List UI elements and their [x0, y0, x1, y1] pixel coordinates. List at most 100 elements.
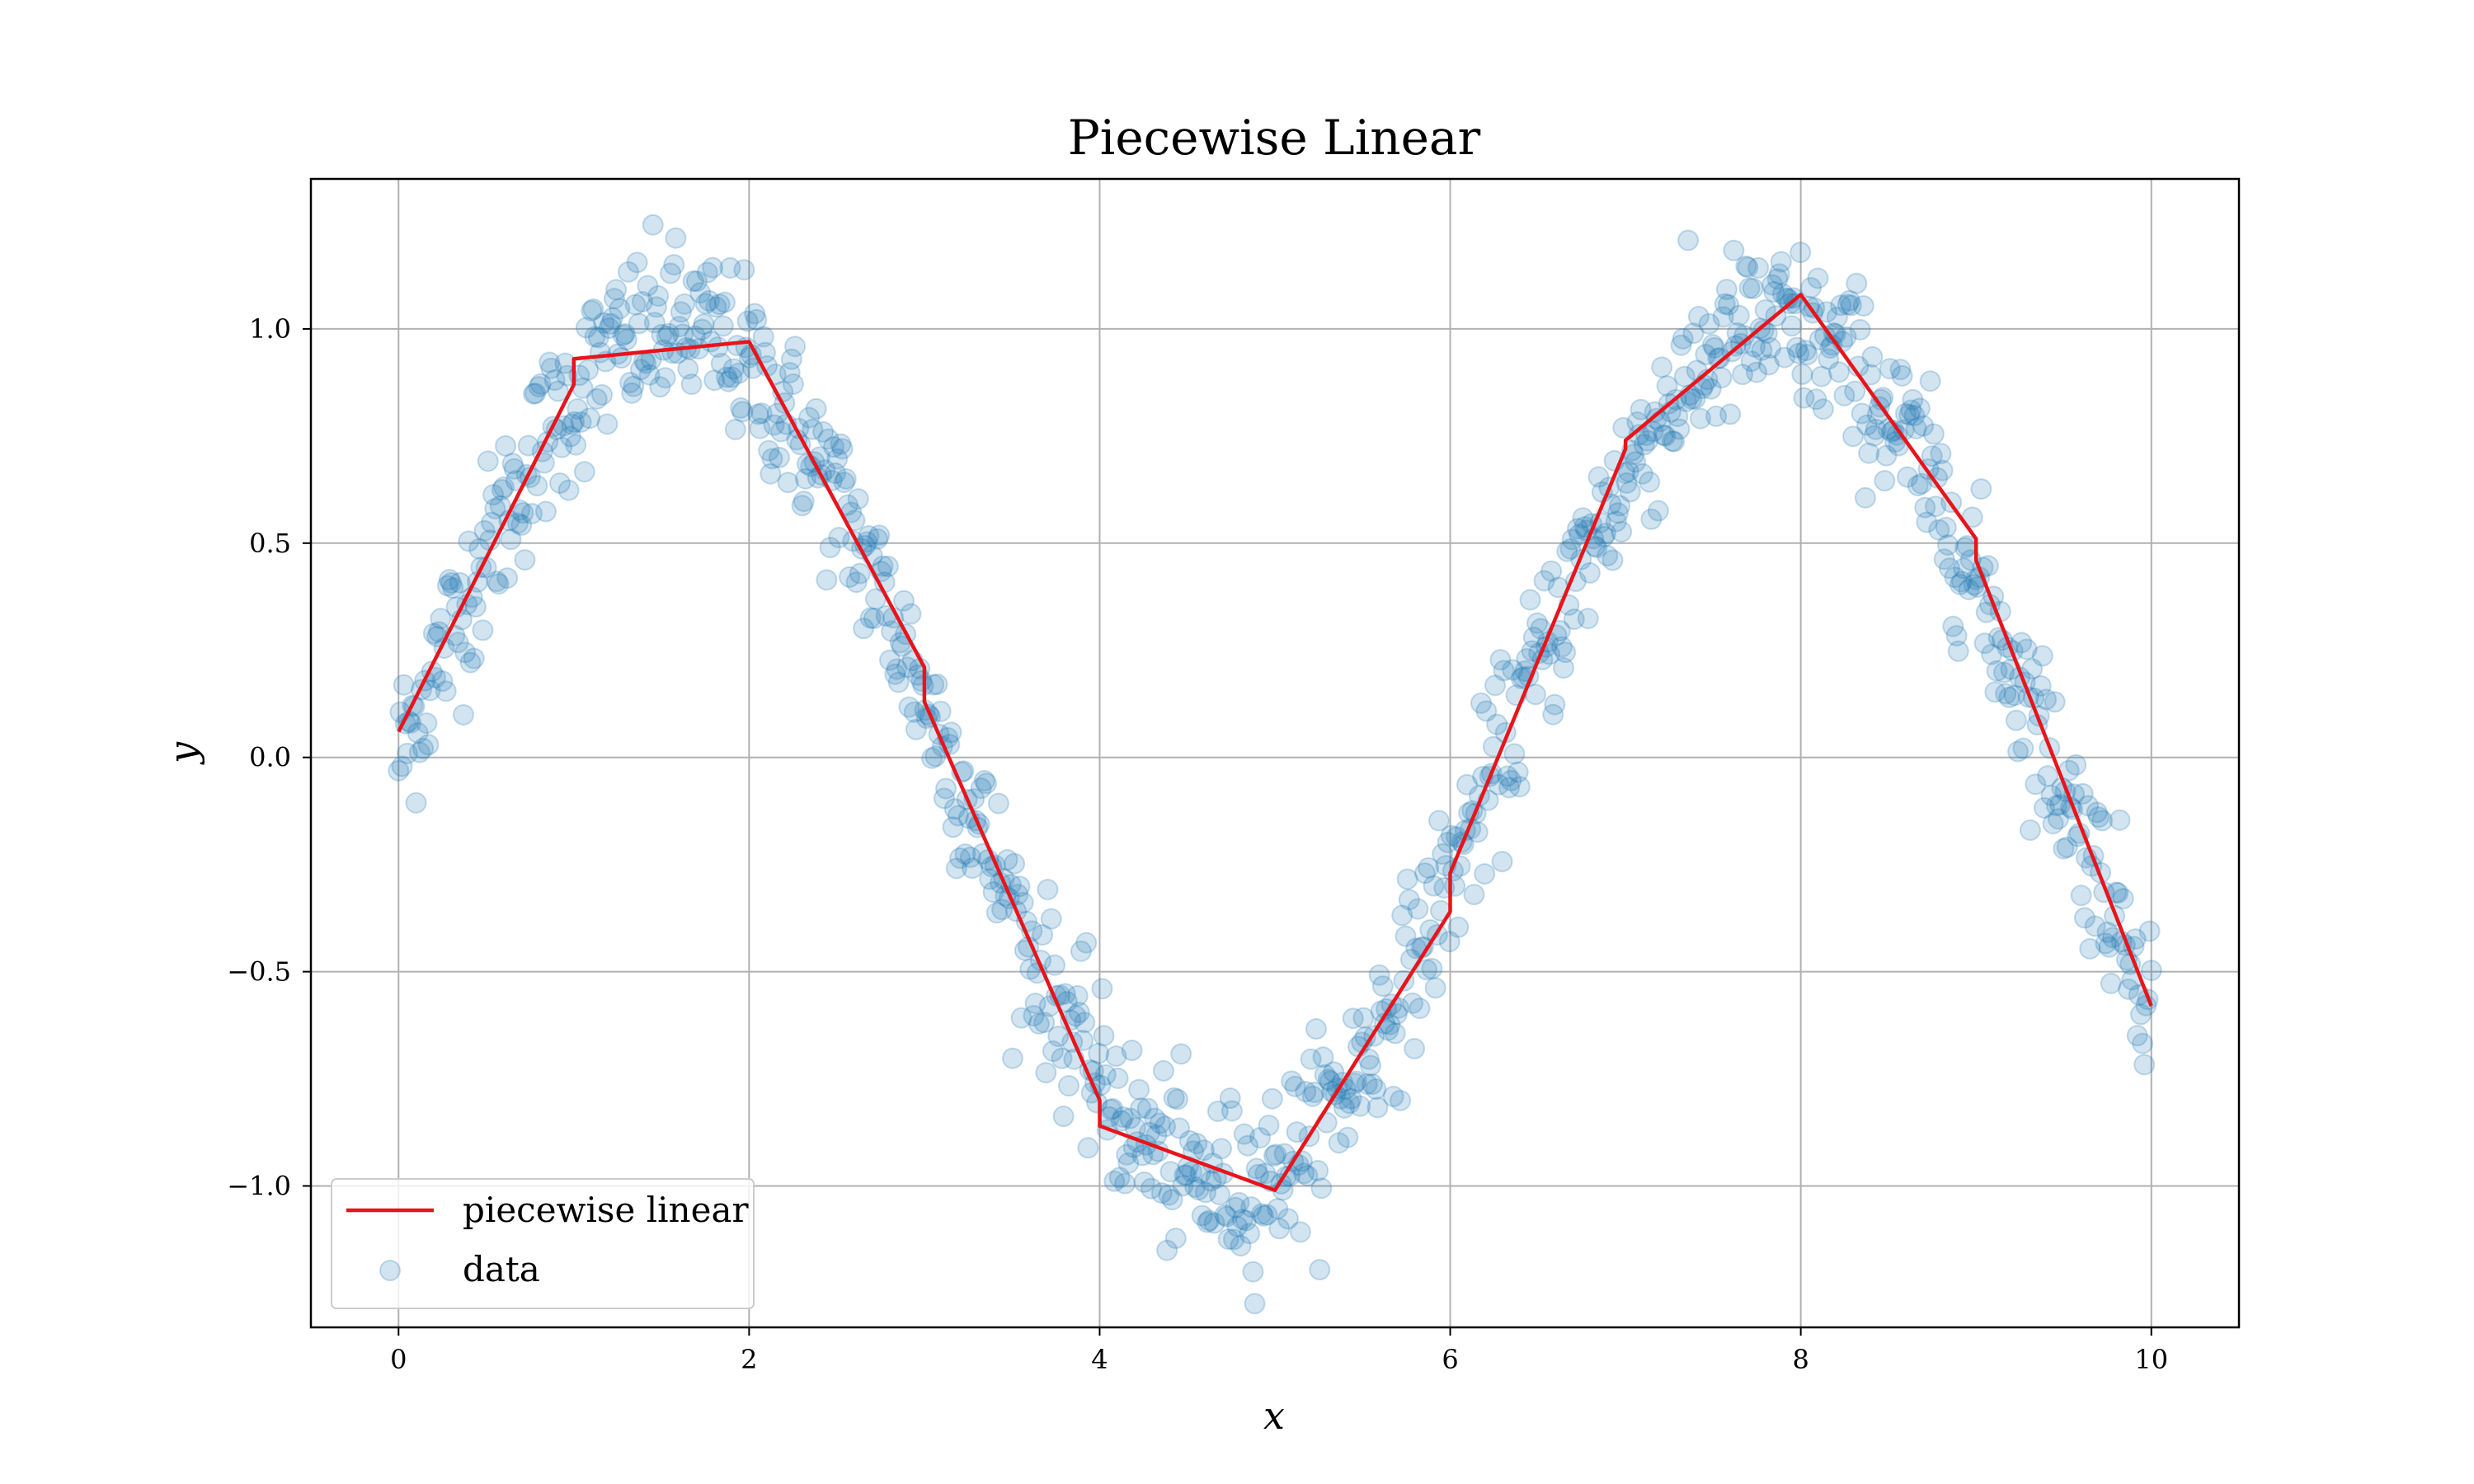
scatter-point [1237, 1134, 1259, 1157]
scatter-point [1488, 773, 1510, 796]
scatter-point [717, 370, 740, 392]
scatter-point [573, 461, 595, 483]
scatter-point [1323, 1061, 1345, 1083]
scatter-point [656, 326, 678, 348]
scatter-point [826, 448, 849, 470]
y-tick-label: −1.0 [227, 1170, 291, 1201]
scatter-point [1950, 571, 1973, 593]
scatter-point [1838, 289, 1860, 312]
scatter-point [1714, 293, 1736, 315]
scatter-point [1519, 589, 1541, 611]
scatter-point [1051, 1047, 1073, 1069]
scatter-point [2053, 838, 2075, 860]
scatter-point [647, 285, 670, 308]
scatter-point [1437, 831, 1459, 853]
scatter-point [945, 857, 967, 880]
scatter-point [677, 358, 699, 380]
scatter-point [1194, 1181, 1216, 1204]
scatter-point [2015, 638, 2038, 660]
scatter-point [671, 323, 694, 345]
scatter-point [617, 261, 639, 283]
scatter-point [693, 313, 715, 336]
scatter-point [1463, 883, 1485, 905]
scatter-point [1611, 520, 1633, 542]
scatter-point [1886, 424, 1908, 446]
scatter-point [2091, 810, 2114, 832]
scatter-point [1656, 375, 1678, 397]
scatter-point [586, 387, 608, 410]
scatter-point [1981, 643, 2003, 665]
scatter-point [2042, 813, 2064, 835]
scatter-point [849, 562, 871, 585]
scatter-point [1796, 344, 1818, 366]
scatter-point [1766, 268, 1789, 290]
plot-frame [309, 177, 2241, 1329]
legend-label-piecewise-linear: piecewise linear [463, 1190, 750, 1230]
y-tick-label: 0.5 [249, 528, 291, 559]
scatter-point [710, 352, 732, 374]
scatter-point [440, 572, 463, 594]
scatter-point [514, 549, 536, 571]
scatter-point [575, 317, 597, 339]
scatter-point [1116, 1144, 1138, 1166]
scatter-point [1914, 496, 1936, 519]
scatter-point [1074, 1012, 1096, 1034]
scatter-point [1754, 298, 1776, 321]
scatter-point [2033, 796, 2055, 819]
scatter-point [1930, 443, 1952, 465]
scatter-point [489, 495, 511, 517]
scatter-point [943, 798, 966, 820]
scatter-point [2138, 920, 2161, 942]
scatter-point [1310, 1177, 1333, 1200]
scatter-point [1737, 256, 1759, 279]
scatter-point [1231, 1209, 1253, 1231]
scatter-point [1416, 959, 1438, 981]
scatter-point [396, 742, 418, 764]
scatter-point [1338, 1092, 1361, 1115]
scatter-point [491, 478, 513, 500]
scatter-point [1001, 1047, 1023, 1069]
scatter-point [1447, 916, 1470, 938]
scatter-point [557, 479, 580, 501]
scatter-point [1286, 1121, 1308, 1144]
scatter-point [702, 256, 724, 279]
scatter-point [1066, 984, 1089, 1007]
scatter-point [2129, 1003, 2152, 1026]
scatter-point [506, 512, 529, 534]
scatter-point [1936, 533, 1959, 556]
scatter-point [1743, 336, 1766, 358]
scatter-point [1684, 387, 1706, 410]
scatter-point [747, 403, 769, 425]
scatter-point [1908, 397, 1931, 420]
scatter-point [926, 673, 948, 695]
scatter-point [1356, 1073, 1378, 1095]
scatter-point [2037, 765, 2059, 787]
scatter-point [1651, 356, 1673, 378]
scatter-point [2073, 907, 2095, 929]
scatter-point [1770, 251, 1792, 273]
scatter-point [1028, 1012, 1050, 1035]
scatter-point [1226, 1215, 1249, 1237]
scatter-point [2133, 1054, 2156, 1076]
scatter-point [1837, 294, 1859, 316]
scatter-point [458, 530, 480, 552]
scatter-point [867, 528, 889, 550]
scatter-point [1303, 1082, 1325, 1104]
scatter-point [1228, 1191, 1250, 1214]
scatter-point [1606, 502, 1629, 524]
scatter-point [2035, 688, 2058, 711]
scatter-point [1345, 1070, 1367, 1092]
scatter-point [1295, 1081, 1317, 1103]
scatter-point [1293, 1162, 1315, 1185]
scatter-point [1166, 1088, 1188, 1111]
scatter-point [1812, 398, 1834, 420]
scatter-point [2132, 1032, 2154, 1054]
scatter-point [1677, 229, 1700, 251]
scatter-point [1136, 1097, 1159, 1120]
scatter-point [1805, 388, 1827, 411]
scatter-point [758, 439, 780, 462]
x-tick-label: 4 [1091, 1344, 1108, 1375]
scatter-point [482, 484, 505, 506]
scatter-point [621, 382, 643, 404]
scatter-point [724, 418, 746, 440]
